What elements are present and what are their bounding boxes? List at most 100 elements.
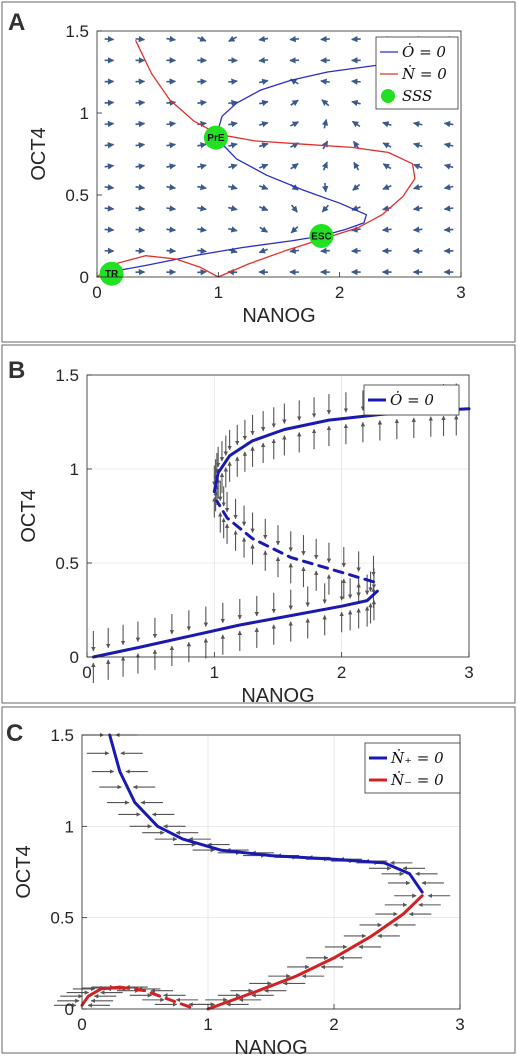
field-arrow: [258, 57, 269, 64]
legend-label: Ṅ = 0: [401, 65, 447, 83]
x-tick-label: 2: [335, 283, 344, 302]
field-arrow: [135, 163, 146, 170]
field-arrow: [166, 205, 177, 212]
field-arrow: [353, 161, 360, 171]
y-axis-label: OCT4: [13, 845, 35, 898]
field-arrow: [352, 140, 360, 150]
panel-frame: [1, 1, 516, 343]
field-arrow: [104, 120, 115, 128]
y-tick-label: 1: [65, 817, 74, 836]
y-tick-label: 0.5: [55, 554, 79, 573]
field-arrow: [135, 35, 146, 43]
field-arrow: [321, 161, 328, 171]
field-arrow: [197, 247, 207, 254]
field-arrow: [289, 35, 299, 43]
steady-state-marker: [309, 224, 334, 248]
field-arrow: [197, 99, 207, 107]
x-axis-label: NANOG: [242, 305, 315, 327]
x-axis-label: NANOG: [241, 685, 314, 707]
field-arrow: [259, 226, 268, 233]
field-arrow: [135, 99, 146, 106]
field-arrow: [382, 183, 392, 190]
field-arrow: [443, 142, 454, 149]
field-arrow: [258, 78, 269, 85]
legend-label: Ȯ = 0: [402, 43, 446, 61]
field-arrow: [322, 182, 329, 193]
x-tick-label: 1: [203, 1015, 212, 1034]
field-arrow: [197, 268, 207, 276]
legend-label: Ṅ₊ = 0: [390, 749, 444, 767]
x-tick-label: 3: [464, 663, 473, 682]
axes-box: [96, 30, 462, 278]
x-tick-label: 0: [82, 663, 91, 682]
field-arrow: [320, 247, 330, 255]
steady-state-marker: [99, 261, 124, 286]
axes-box: [86, 374, 470, 658]
field-arrow: [197, 226, 207, 233]
field-arrow: [166, 247, 177, 255]
field-arrow: [197, 205, 207, 212]
field-arrow: [259, 142, 269, 149]
field-arrow: [104, 205, 115, 212]
field-arrow: [166, 184, 176, 191]
series-line: [91, 589, 379, 659]
field-arrow: [290, 99, 299, 107]
y-tick-label: 1: [80, 104, 89, 123]
field-arrow: [258, 99, 269, 107]
field-arrow: [258, 247, 269, 254]
x-axis-label: NANOG: [234, 1037, 307, 1057]
field-arrow: [104, 226, 115, 233]
x-tick-label: 3: [455, 1015, 464, 1034]
field-arrow: [197, 78, 207, 85]
field-arrow: [443, 205, 454, 212]
field-arrow: [413, 142, 423, 149]
legend-label: Ȯ = 0: [390, 391, 434, 409]
x-tick-label: 0: [77, 1015, 86, 1034]
field-arrow: [166, 35, 176, 43]
field-arrow: [104, 142, 115, 149]
series-line: [96, 40, 416, 278]
series-line: [215, 499, 375, 584]
field-arrow: [166, 163, 176, 170]
field-arrow: [352, 183, 361, 191]
field-arrow: [320, 35, 330, 43]
steady-state-marker: [203, 125, 228, 150]
field-arrow: [135, 184, 146, 191]
field-arrow: [228, 205, 238, 212]
field-arrow: [321, 118, 329, 129]
y-tick-label: 0: [80, 268, 89, 287]
field-arrow: [259, 163, 269, 170]
field-arrow: [351, 99, 361, 107]
y-axis-label: OCT4: [28, 127, 50, 180]
field-arrow: [135, 142, 146, 149]
field-arrow: [412, 120, 423, 128]
y-tick-label: 0: [65, 1000, 74, 1019]
field-arrow: [166, 99, 177, 107]
field-arrow: [290, 163, 299, 170]
field-arrow: [228, 226, 238, 233]
panel-c: 0 1 2 3 0 0.5 1 1.5 NANOG OCT4 C Ṅ₊ = 0 Ṅ₋ = 0: [1, 706, 516, 1057]
field-arrow: [351, 226, 361, 233]
field-arrow: [228, 183, 238, 191]
field-arrow: [443, 184, 454, 191]
field-arrow: [443, 163, 454, 170]
field-arrow: [228, 78, 238, 85]
x-tick-label: 0: [92, 283, 101, 302]
field-arrow: [197, 142, 207, 149]
axes-box: [81, 734, 461, 1010]
field-arrow: [104, 184, 115, 191]
field-arrow: [351, 120, 361, 128]
x-tick-label: 3: [456, 283, 465, 302]
field-arrow: [259, 121, 269, 128]
x-tick-label: 2: [337, 663, 346, 682]
legend-label: SSS: [402, 87, 432, 105]
field-arrow: [290, 121, 300, 128]
y-tick-label: 1.5: [65, 22, 89, 41]
field-arrow: [258, 35, 269, 43]
field-arrow: [413, 183, 423, 191]
field-arrow: [413, 163, 423, 170]
steady-state-label: TR: [105, 269, 119, 280]
field-arrow: [291, 204, 298, 213]
field-arrow: [166, 226, 177, 233]
y-tick-label: 0.5: [65, 186, 89, 205]
